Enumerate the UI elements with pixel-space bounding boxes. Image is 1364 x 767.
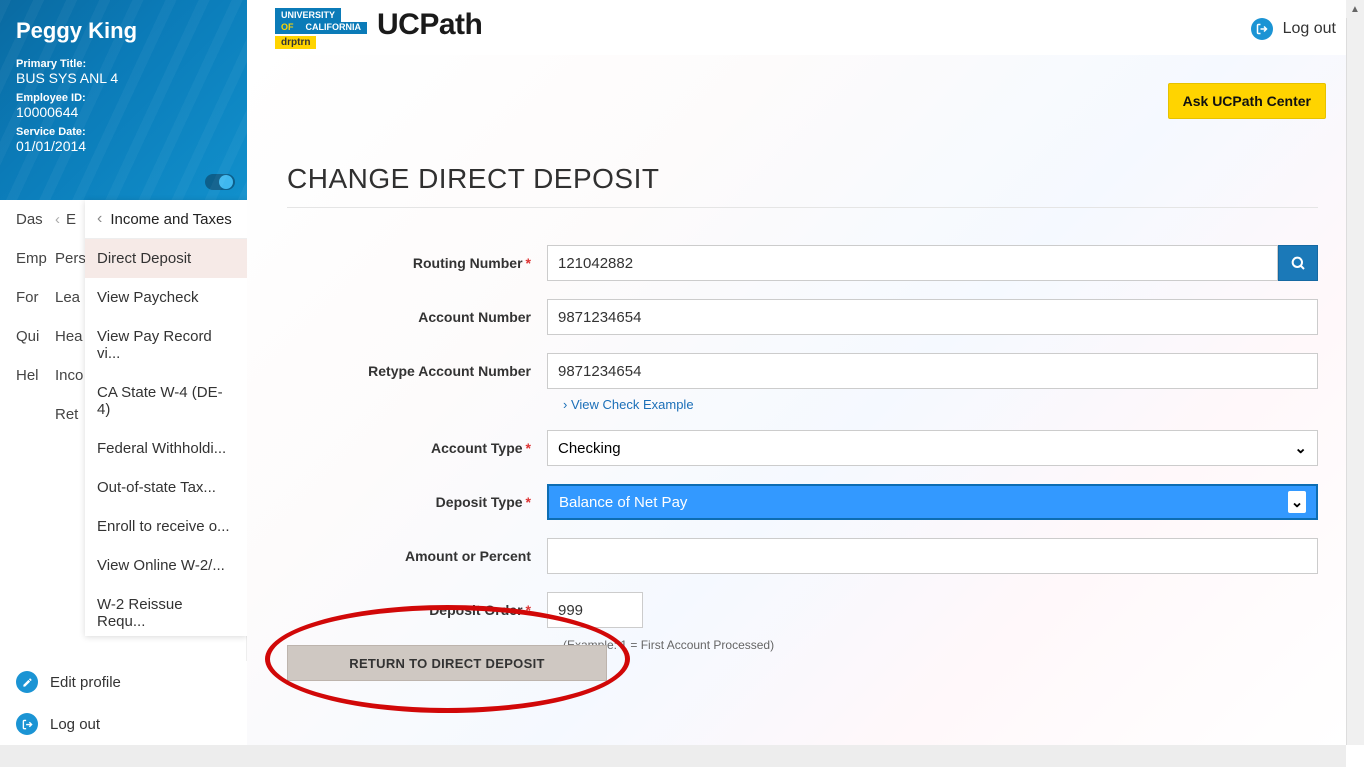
panel-toggle[interactable] [205, 174, 235, 190]
service-date-value: 01/01/2014 [16, 138, 231, 154]
retype-label: Retype Account Number [287, 363, 547, 379]
app-name: UCPath [377, 8, 482, 42]
amount-input[interactable] [547, 538, 1318, 574]
nav3-item-direct-deposit[interactable]: Direct Deposit [85, 239, 247, 278]
return-button[interactable]: RETURN TO DIRECT DEPOSIT [287, 645, 607, 681]
nav3-item[interactable]: View Online W-2/... [85, 546, 247, 585]
deposit-type-value: Balance of Net Pay [559, 494, 687, 511]
top-bar: UNIVERSITY OF CALIFORNIA drptrn UCPath L… [275, 0, 1346, 55]
nav3-item[interactable]: W-2 Reissue Requ... [85, 585, 247, 641]
logo-of: OF [275, 22, 300, 34]
logo-block: UNIVERSITY OF CALIFORNIA drptrn UCPath [275, 8, 482, 50]
chevron-down-icon: ⌄ [1294, 439, 1307, 457]
primary-title-label: Primary Title: [16, 58, 231, 70]
logo-tag: drptrn [275, 36, 316, 49]
account-label: Account Number [287, 309, 547, 325]
user-name: Peggy King [16, 18, 231, 44]
direct-deposit-form: Routing Number* Account Number Retype Ac… [287, 245, 1318, 652]
deposit-order-input[interactable] [547, 592, 643, 628]
nav3-item[interactable]: Federal Withholdi... [85, 429, 247, 468]
retype-input[interactable] [547, 353, 1318, 389]
main-content: Ask UCPath Center CHANGE DIRECT DEPOSIT … [247, 55, 1346, 745]
pencil-icon [16, 671, 38, 693]
required-icon: * [526, 440, 531, 456]
scrollbar[interactable] [1346, 0, 1364, 745]
logout-button-side[interactable]: Log out [0, 703, 247, 745]
deposit-type-select[interactable]: Balance of Net Pay ⌄ [547, 484, 1318, 520]
nav2-item[interactable]: Pers [49, 239, 88, 278]
nav3-item[interactable]: View Pay Record vi... [85, 317, 247, 373]
nav2-item[interactable]: Hea [49, 317, 88, 356]
scroll-up-icon[interactable]: ▲ [1346, 0, 1364, 18]
required-icon: * [526, 494, 531, 510]
primary-title-value: BUS SYS ANL 4 [16, 70, 231, 86]
required-icon: * [526, 255, 531, 271]
divider [287, 207, 1318, 208]
logout-label-side: Log out [50, 716, 100, 733]
employee-id-value: 10000644 [16, 104, 231, 120]
user-panel: Peggy King Primary Title: BUS SYS ANL 4 … [0, 0, 247, 200]
nav2-item[interactable]: E [66, 211, 76, 228]
account-type-value: Checking [558, 440, 621, 457]
nav2-item[interactable]: Lea [49, 278, 88, 317]
nav3-header[interactable]: ‹ Income and Taxes [85, 200, 247, 239]
routing-lookup-button[interactable] [1278, 245, 1318, 281]
page-title: CHANGE DIRECT DEPOSIT [287, 163, 659, 195]
logout-label: Log out [1283, 20, 1336, 38]
nav3-title: Income and Taxes [110, 211, 231, 228]
logout-icon [1251, 18, 1273, 40]
nav3-item[interactable]: View Paycheck [85, 278, 247, 317]
chevron-left-icon[interactable]: ‹ [55, 211, 60, 228]
logo-university: UNIVERSITY [275, 8, 341, 23]
account-input[interactable] [547, 299, 1318, 335]
logout-icon [16, 713, 38, 735]
edit-profile-button[interactable]: Edit profile [0, 661, 247, 703]
nav-level-3: ‹ Income and Taxes Direct Deposit View P… [85, 200, 247, 636]
account-type-select[interactable]: Checking ⌄ [547, 430, 1318, 466]
amount-label: Amount or Percent [287, 548, 547, 564]
view-check-link[interactable]: View Check Example [563, 397, 1318, 412]
nav3-item[interactable]: Enroll to receive o... [85, 507, 247, 546]
nav-level-2: ‹ E Pers Lea Hea Inco Ret [49, 200, 89, 636]
chevron-left-icon: ‹ [97, 210, 102, 228]
footer-bar [0, 745, 1346, 767]
nav2-item[interactable]: Ret [49, 395, 88, 434]
deposit-order-label: Deposit Order [429, 602, 522, 618]
routing-input[interactable] [547, 245, 1278, 281]
logo-california: CALIFORNIA [300, 22, 368, 34]
deposit-order-hint: (Example: 1 = First Account Processed) [563, 638, 1318, 652]
service-date-label: Service Date: [16, 126, 231, 138]
deposit-type-label: Deposit Type [436, 494, 523, 510]
nav3-item[interactable]: CA State W-4 (DE-4) [85, 373, 247, 429]
edit-profile-label: Edit profile [50, 674, 121, 691]
employee-id-label: Employee ID: [16, 92, 231, 104]
ask-ucpath-button[interactable]: Ask UCPath Center [1168, 83, 1326, 119]
left-actions: Edit profile Log out [0, 661, 247, 745]
uc-logo: UNIVERSITY OF CALIFORNIA drptrn [275, 8, 367, 50]
logout-button-top[interactable]: Log out [1251, 18, 1336, 40]
account-type-label: Account Type [431, 440, 523, 456]
nav3-item[interactable]: Out-of-state Tax... [85, 468, 247, 507]
nav2-item[interactable]: Inco [49, 356, 88, 395]
chevron-down-icon: ⌄ [1288, 491, 1306, 513]
routing-label: Routing Number [413, 255, 523, 271]
required-icon: * [526, 602, 531, 618]
